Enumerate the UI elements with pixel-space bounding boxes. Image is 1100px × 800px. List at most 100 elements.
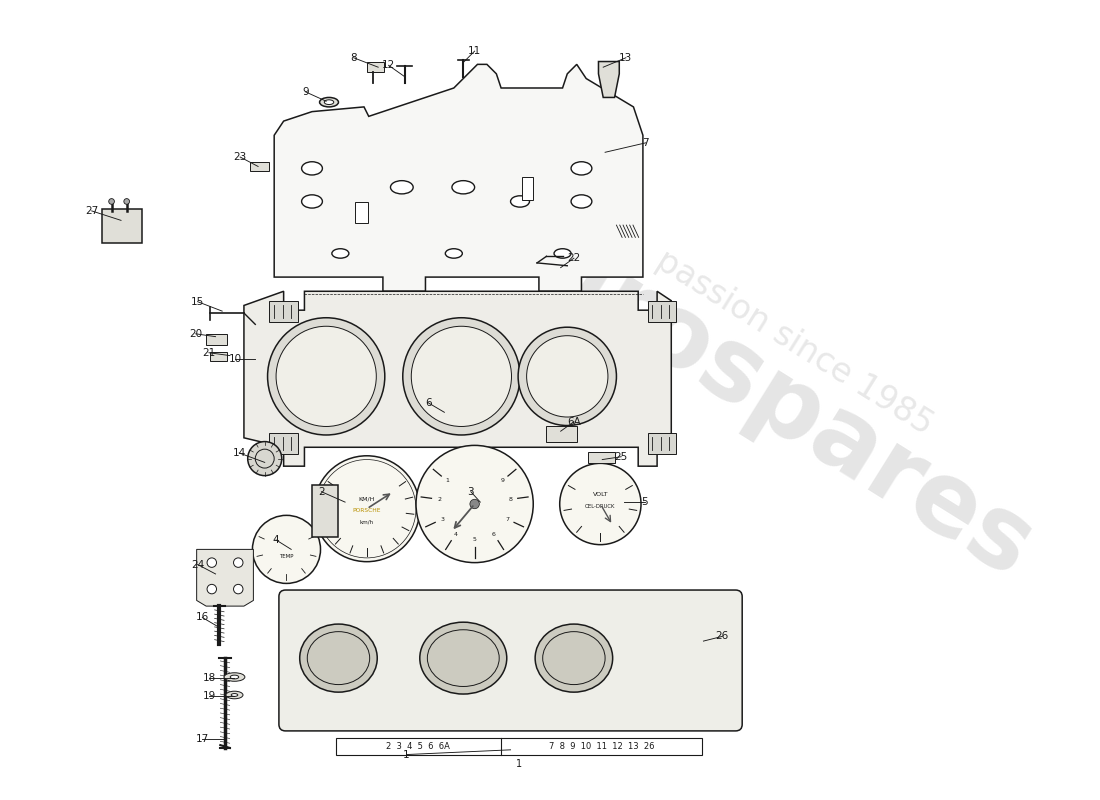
Bar bbox=[588, 452, 615, 463]
Circle shape bbox=[518, 327, 616, 426]
Ellipse shape bbox=[324, 100, 333, 105]
Circle shape bbox=[124, 198, 130, 204]
Ellipse shape bbox=[554, 249, 571, 258]
Text: 6A: 6A bbox=[566, 417, 581, 426]
Text: OEL-DRUCK: OEL-DRUCK bbox=[585, 504, 616, 510]
Text: 2: 2 bbox=[318, 486, 324, 497]
Bar bbox=[270, 433, 298, 454]
Bar bbox=[206, 334, 227, 345]
Text: 2  3  4  5  6  6A: 2 3 4 5 6 6A bbox=[386, 742, 450, 751]
Bar bbox=[336, 738, 703, 755]
Bar bbox=[648, 433, 676, 454]
Text: passion since 1985: passion since 1985 bbox=[650, 245, 938, 442]
Text: 6: 6 bbox=[492, 532, 496, 537]
Text: 1: 1 bbox=[404, 750, 410, 759]
Circle shape bbox=[314, 456, 420, 562]
Ellipse shape bbox=[224, 673, 245, 682]
Circle shape bbox=[411, 326, 512, 426]
Ellipse shape bbox=[535, 624, 613, 692]
Text: KM/H: KM/H bbox=[359, 497, 375, 502]
Ellipse shape bbox=[226, 691, 243, 698]
Text: TEMP: TEMP bbox=[279, 554, 294, 559]
Text: 12: 12 bbox=[382, 60, 395, 70]
Text: 22: 22 bbox=[568, 253, 581, 263]
Bar bbox=[354, 202, 367, 223]
Circle shape bbox=[470, 499, 480, 509]
Bar bbox=[250, 162, 268, 171]
Ellipse shape bbox=[299, 624, 377, 692]
Text: 5: 5 bbox=[641, 497, 648, 507]
Text: 9: 9 bbox=[500, 478, 504, 483]
Text: 7: 7 bbox=[642, 138, 649, 148]
Text: PORSCHE: PORSCHE bbox=[353, 508, 381, 513]
Ellipse shape bbox=[301, 162, 322, 175]
Text: 27: 27 bbox=[85, 206, 98, 216]
Circle shape bbox=[248, 442, 282, 476]
Ellipse shape bbox=[320, 98, 339, 107]
Bar bbox=[521, 177, 534, 199]
Text: 13: 13 bbox=[619, 53, 632, 62]
Ellipse shape bbox=[510, 196, 529, 207]
Text: 9: 9 bbox=[302, 86, 309, 97]
Bar bbox=[312, 485, 339, 537]
Text: 16: 16 bbox=[196, 613, 209, 622]
Text: km/h: km/h bbox=[360, 519, 374, 525]
Text: 15: 15 bbox=[191, 297, 205, 306]
Text: 14: 14 bbox=[232, 448, 245, 458]
Ellipse shape bbox=[571, 162, 592, 175]
Text: 3: 3 bbox=[440, 517, 444, 522]
Circle shape bbox=[276, 326, 376, 426]
Ellipse shape bbox=[332, 249, 349, 258]
Ellipse shape bbox=[571, 195, 592, 208]
Bar bbox=[210, 352, 227, 362]
Text: 7: 7 bbox=[505, 517, 509, 522]
Ellipse shape bbox=[390, 181, 414, 194]
Text: VOLT: VOLT bbox=[593, 492, 608, 497]
Polygon shape bbox=[197, 550, 253, 606]
Text: 8: 8 bbox=[350, 53, 356, 62]
Text: 1: 1 bbox=[446, 478, 449, 483]
Text: 2: 2 bbox=[437, 497, 441, 502]
Ellipse shape bbox=[446, 249, 462, 258]
Bar bbox=[648, 301, 676, 322]
Circle shape bbox=[560, 463, 641, 545]
Polygon shape bbox=[598, 62, 619, 98]
Text: eurospares: eurospares bbox=[463, 182, 1050, 599]
Circle shape bbox=[416, 446, 534, 562]
Polygon shape bbox=[244, 291, 671, 466]
Text: 20: 20 bbox=[189, 329, 202, 339]
Text: 3: 3 bbox=[468, 486, 474, 497]
Text: 24: 24 bbox=[191, 559, 205, 570]
Text: 21: 21 bbox=[202, 348, 216, 358]
Text: 8: 8 bbox=[508, 497, 513, 502]
Text: 1: 1 bbox=[516, 759, 522, 770]
Ellipse shape bbox=[420, 622, 507, 694]
Ellipse shape bbox=[230, 675, 239, 679]
Bar bbox=[366, 62, 384, 72]
Circle shape bbox=[252, 515, 320, 583]
Text: 5: 5 bbox=[473, 538, 476, 542]
Polygon shape bbox=[274, 64, 642, 291]
Circle shape bbox=[527, 336, 608, 417]
Text: 18: 18 bbox=[202, 673, 216, 683]
Circle shape bbox=[207, 558, 217, 567]
Circle shape bbox=[207, 584, 217, 594]
Text: 26: 26 bbox=[716, 631, 729, 642]
Text: 10: 10 bbox=[229, 354, 242, 364]
Bar bbox=[270, 301, 298, 322]
Circle shape bbox=[403, 318, 520, 435]
Bar bbox=[102, 209, 142, 243]
Circle shape bbox=[233, 558, 243, 567]
Text: 11: 11 bbox=[468, 46, 481, 56]
Text: 23: 23 bbox=[233, 152, 246, 162]
Bar bbox=[547, 426, 576, 442]
Text: 17: 17 bbox=[196, 734, 209, 745]
Ellipse shape bbox=[231, 694, 238, 697]
Ellipse shape bbox=[301, 195, 322, 208]
Text: 4: 4 bbox=[453, 532, 458, 537]
Text: 4: 4 bbox=[273, 535, 279, 545]
Circle shape bbox=[109, 198, 114, 204]
Circle shape bbox=[267, 318, 385, 435]
Text: 7  8  9  10  11  12  13  26: 7 8 9 10 11 12 13 26 bbox=[549, 742, 654, 751]
FancyBboxPatch shape bbox=[279, 590, 742, 731]
